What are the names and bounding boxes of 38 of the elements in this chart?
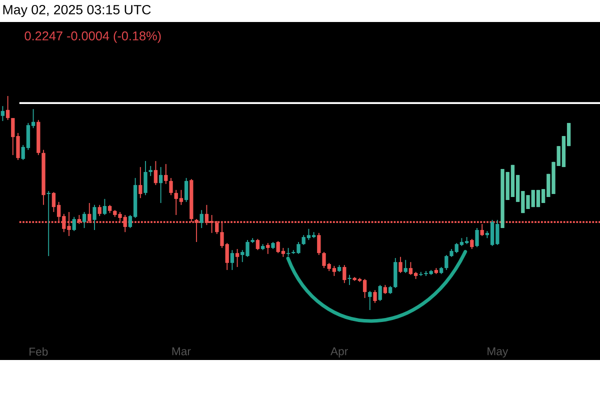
candlestick — [266, 242, 270, 254]
candlestick — [230, 250, 234, 270]
candlestick — [169, 177, 173, 196]
candlestick — [154, 160, 158, 186]
candlestick — [200, 210, 204, 229]
candlestick — [378, 284, 382, 302]
candlestick — [158, 166, 163, 204]
candlestick — [138, 166, 142, 199]
x-tick-label: May — [488, 347, 508, 358]
candlestick — [256, 238, 260, 251]
x-tick-label: Mar — [172, 347, 191, 356]
candlestick — [0, 106, 5, 122]
candlestick — [164, 164, 168, 184]
candlestick — [235, 248, 240, 268]
candlestick — [348, 274, 352, 286]
candlestick — [475, 228, 479, 248]
candlestick — [98, 204, 102, 217]
candlestick — [470, 238, 474, 250]
x-tick-label: Apr — [330, 347, 348, 358]
candlestick — [286, 247, 290, 257]
candlestick — [92, 204, 96, 230]
text: May 02, 2025 03:15 UTC — [3, 4, 151, 18]
candlestick — [368, 290, 372, 310]
candlestick — [82, 212, 86, 229]
candlestick — [373, 290, 377, 304]
text: 0.2247 -0.0004 (-0.18%) — [24, 31, 161, 43]
candlestick — [144, 160, 148, 196]
candlestick — [6, 96, 10, 120]
candlestick — [444, 254, 448, 270]
candlestick — [342, 264, 346, 284]
candlestick — [72, 216, 76, 232]
candlestick — [317, 232, 321, 256]
x-tick-label: Feb — [30, 347, 48, 356]
candlestick — [184, 177, 188, 202]
candlestick — [102, 198, 107, 216]
candlestick — [398, 256, 402, 274]
candlestick — [404, 259, 408, 274]
candlestick — [148, 166, 152, 177]
